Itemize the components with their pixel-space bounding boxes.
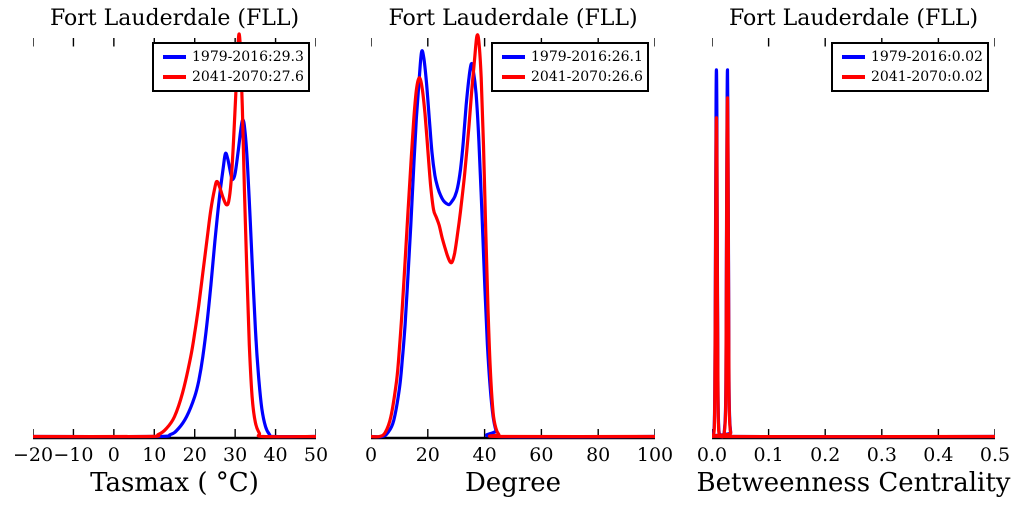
legend: 1979-2016:0.02 2041-2070:0.02 — [831, 42, 989, 92]
x-tick-label: 0.2 — [810, 444, 841, 466]
x-tick-label: −20 — [12, 444, 54, 466]
legend-item: 2041-2070:26.6 — [502, 67, 643, 87]
legend-item: 2041-2070:27.6 — [163, 67, 304, 87]
x-tick-label: 100 — [636, 444, 674, 466]
x-tick-label: 40 — [472, 444, 497, 466]
subplot-title: Fort Lauderdale (FLL) — [49, 6, 300, 31]
subplot-tasmax: Fort Lauderdale (FLL) −20 −10 0 10 20 30 40 50 … — [13, 0, 328, 512]
legend-label: 2041-2070:27.6 — [192, 69, 304, 85]
legend-label: 1979-2016:26.1 — [531, 49, 643, 65]
legend-line-red-icon — [842, 75, 865, 79]
x-axis-tick-labels: −20 −10 0 10 20 30 40 50 — [13, 444, 328, 468]
x-axis-label: Betweenness Centrality — [696, 468, 1011, 498]
legend-line-blue-icon — [842, 55, 865, 59]
x-tick-label: 0 — [364, 444, 378, 466]
x-tick-label: 20 — [182, 444, 207, 466]
x-axis-tick-labels: 0.0 0.1 0.2 0.3 0.4 0.5 — [697, 444, 1010, 468]
legend-line-red-icon — [502, 75, 525, 79]
kde-plot-canvas — [371, 33, 655, 440]
legend-label: 1979-2016:29.3 — [192, 49, 304, 65]
legend-label: 1979-2016:0.02 — [871, 49, 983, 65]
legend-item: 1979-2016:0.02 — [842, 47, 983, 67]
kde-plot-canvas — [712, 38, 995, 440]
x-axis-label: Degree — [464, 468, 562, 498]
kde-curve-1979-2016 — [712, 68, 995, 439]
x-axis-tick-labels: 0 20 40 60 80 100 — [365, 444, 673, 468]
x-tick-label: 0.4 — [923, 444, 954, 466]
kde-plot-canvas — [33, 32, 316, 440]
legend-line-blue-icon — [163, 55, 186, 59]
legend: 1979-2016:26.1 2041-2070:26.6 — [491, 42, 649, 92]
x-tick-label: 0.3 — [866, 444, 897, 466]
x-tick-label: 80 — [586, 444, 611, 466]
x-tick-label: 0 — [107, 444, 120, 466]
subplot-title: Fort Lauderdale (FLL) — [388, 6, 638, 31]
subplot-title: Fort Lauderdale (FLL) — [728, 6, 979, 31]
kde-curve-1979-2016 — [33, 118, 316, 439]
x-tick-label: 40 — [263, 444, 288, 466]
kde-curve-2041-2070 — [33, 32, 316, 439]
x-tick-label: 50 — [303, 444, 329, 466]
x-tick-label: 0.0 — [696, 444, 728, 466]
x-tick-label: 0.1 — [753, 444, 784, 466]
x-axis-label: Tasmax ( °C) — [90, 468, 259, 498]
legend: 1979-2016:29.3 2041-2070:27.6 — [152, 42, 310, 92]
x-tick-label: 10 — [142, 444, 167, 466]
x-tick-label: 30 — [223, 444, 248, 466]
x-tick-label: 0.5 — [979, 444, 1011, 466]
legend-line-red-icon — [163, 75, 186, 79]
kde-curve-2041-2070 — [371, 33, 655, 439]
legend-item: 1979-2016:26.1 — [502, 47, 643, 67]
kde-curve-1979-2016 — [371, 49, 655, 439]
kde-curve-2041-2070 — [712, 96, 995, 439]
legend-label: 2041-2070:0.02 — [871, 69, 983, 85]
subplot-betweenness: Fort Lauderdale (FLL) 0.0 0.1 0.2 0.3 0.4 0.5… — [697, 0, 1011, 512]
subplot-degree: Fort Lauderdale (FLL) 0 20 40 60 80 100 Degre… — [365, 0, 673, 512]
x-tick-label: −10 — [53, 444, 94, 466]
legend-label: 2041-2070:26.6 — [531, 69, 643, 85]
legend-line-blue-icon — [502, 55, 525, 59]
legend-item: 2041-2070:0.02 — [842, 67, 983, 87]
x-tick-label: 60 — [529, 444, 554, 466]
x-tick-label: 20 — [415, 444, 440, 466]
legend-item: 1979-2016:29.3 — [163, 47, 304, 67]
